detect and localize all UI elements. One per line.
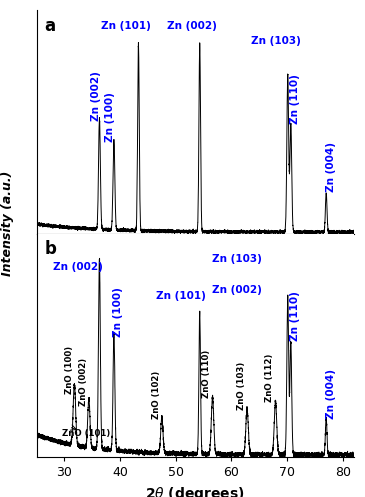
Text: ZnO (102): ZnO (102) bbox=[152, 370, 161, 418]
X-axis label: 2$\mathit{\theta}$ (degrees): 2$\mathit{\theta}$ (degrees) bbox=[146, 485, 245, 497]
Text: Zn (100): Zn (100) bbox=[105, 92, 115, 142]
Text: Zn (103): Zn (103) bbox=[212, 254, 262, 264]
Text: Zn (110): Zn (110) bbox=[290, 75, 300, 124]
Text: ZnO (002): ZnO (002) bbox=[79, 358, 88, 407]
Text: Zn (101): Zn (101) bbox=[156, 291, 206, 301]
Text: b: b bbox=[45, 241, 56, 258]
Text: Zn (004): Zn (004) bbox=[326, 143, 336, 192]
Text: Zn (103): Zn (103) bbox=[251, 36, 301, 46]
Text: ZnO (100): ZnO (100) bbox=[65, 346, 74, 394]
Text: ZnO (103): ZnO (103) bbox=[237, 362, 246, 411]
Text: Intensity (a.u.): Intensity (a.u.) bbox=[1, 171, 14, 276]
Text: Zn (002): Zn (002) bbox=[91, 71, 100, 121]
Text: Zn (110): Zn (110) bbox=[290, 291, 300, 341]
Text: Zn (002): Zn (002) bbox=[212, 285, 262, 295]
Text: Zn (100): Zn (100) bbox=[113, 287, 123, 337]
Text: ZnO (101): ZnO (101) bbox=[62, 429, 110, 438]
Text: Zn (002): Zn (002) bbox=[53, 262, 103, 272]
Text: Zn (004): Zn (004) bbox=[326, 369, 336, 418]
Text: a: a bbox=[45, 16, 55, 35]
Text: Zn (101): Zn (101) bbox=[101, 21, 150, 31]
Text: ZnO (112): ZnO (112) bbox=[265, 354, 274, 403]
Text: Zn (002): Zn (002) bbox=[168, 21, 217, 31]
Text: ZnO (110): ZnO (110) bbox=[203, 350, 211, 398]
